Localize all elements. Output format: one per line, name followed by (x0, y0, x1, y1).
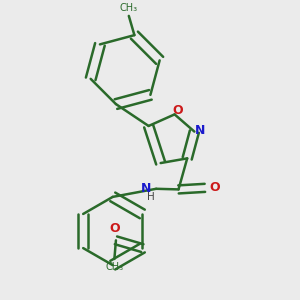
Text: CH₃: CH₃ (119, 3, 137, 14)
Text: O: O (209, 182, 220, 194)
Text: N: N (141, 182, 151, 195)
Text: H: H (147, 192, 154, 202)
Text: O: O (109, 222, 120, 235)
Text: CH₃: CH₃ (105, 262, 123, 272)
Text: N: N (195, 124, 205, 137)
Text: O: O (172, 103, 183, 116)
